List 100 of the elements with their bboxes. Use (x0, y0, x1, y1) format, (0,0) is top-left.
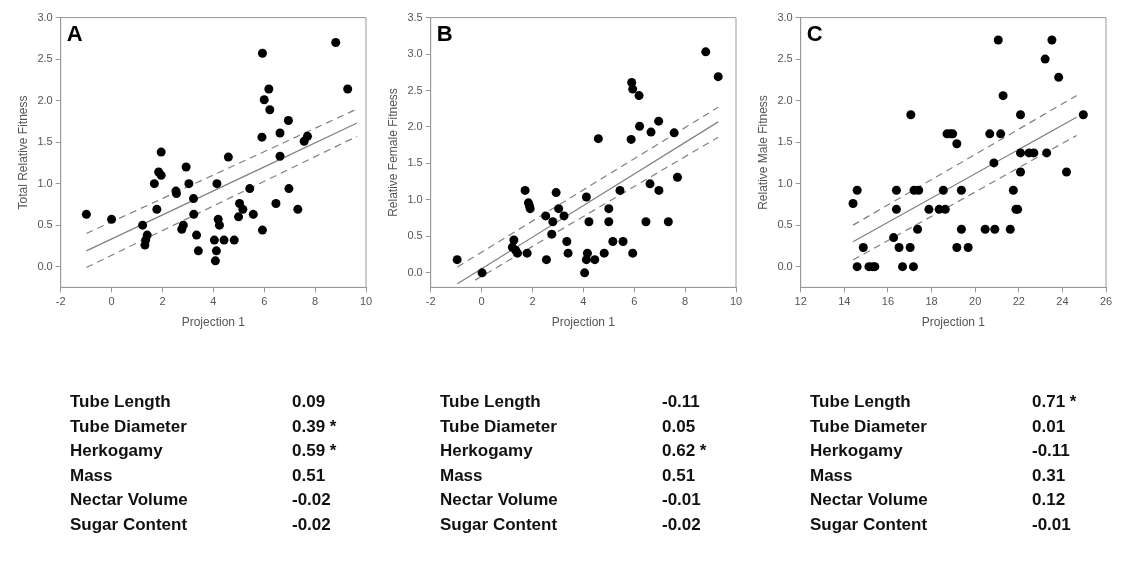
point (891, 185, 901, 195)
point (189, 209, 199, 219)
x-tick-label: 6 (631, 295, 638, 308)
point (990, 224, 1000, 234)
point (551, 188, 561, 198)
text: Mass 0.31 (810, 465, 1066, 485)
point (599, 248, 609, 258)
point (1016, 167, 1026, 177)
point (1040, 54, 1050, 64)
point (646, 127, 656, 137)
point (259, 95, 269, 105)
point (142, 230, 152, 240)
point (257, 132, 267, 142)
y-tick-label: 0.0 (37, 259, 53, 272)
point (214, 220, 224, 230)
point (265, 105, 275, 115)
point (889, 233, 899, 243)
point (654, 116, 664, 126)
point (1008, 185, 1018, 195)
x-tick-label: 4 (210, 295, 217, 308)
point (229, 235, 239, 245)
point (913, 224, 923, 234)
y-tick-label: 2.5 (37, 52, 53, 65)
text: Sugar Content -0.02 (70, 514, 331, 534)
point (283, 116, 293, 126)
x-tick-label: 8 (682, 295, 689, 308)
text: Tube Diameter 0.05 (440, 416, 696, 436)
point (81, 209, 91, 219)
point (1005, 224, 1015, 234)
point (212, 179, 222, 189)
point (908, 262, 918, 272)
x-tick-label: 20 (969, 295, 982, 308)
point (604, 217, 614, 227)
point (293, 204, 303, 214)
y-tick-label: 0.5 (37, 218, 53, 231)
y-tick-label: 3.0 (407, 47, 423, 60)
y-axis-title: Relative Male Fitness (755, 95, 770, 210)
point (634, 91, 644, 101)
point (547, 229, 557, 239)
x-tick-label: 18 (925, 295, 938, 308)
text: Herkogamy 0.59 * (70, 441, 337, 461)
point (223, 152, 233, 162)
text: Tube Length 0.09 (70, 392, 326, 412)
x-tick-label: -2 (55, 295, 66, 308)
text: Tube Diameter 0.01 (810, 416, 1066, 436)
point (906, 110, 916, 120)
point (562, 236, 572, 246)
point (107, 214, 117, 224)
y-tick-label: 0.0 (777, 259, 793, 272)
point (343, 84, 353, 94)
point (898, 262, 908, 272)
point (584, 217, 594, 227)
x-tick-label: 0 (108, 295, 115, 308)
point (264, 84, 274, 94)
text: Mass 0.51 (70, 465, 326, 485)
y-tick-label: 1.5 (37, 135, 53, 148)
text: Nectar Volume -0.01 (440, 490, 701, 510)
point (956, 185, 966, 195)
text: Tube Length -0.11 (440, 392, 700, 412)
y-tick-label: 1.0 (407, 192, 423, 205)
point (257, 225, 267, 235)
point (178, 220, 188, 230)
x-tick-label: 6 (261, 295, 268, 308)
text: Nectar Volume 0.12 (810, 490, 1066, 510)
point (628, 248, 638, 258)
point (593, 134, 603, 144)
y-axis-title: Relative Female Fitness (385, 88, 400, 217)
point (149, 179, 159, 189)
point (985, 129, 995, 139)
point (608, 236, 618, 246)
y-tick-label: 2.0 (407, 120, 423, 133)
point (628, 84, 638, 94)
x-tick-label: 10 (359, 295, 373, 308)
x-tick-label: 10 (729, 295, 743, 308)
text: Sugar Content -0.01 (810, 514, 1071, 534)
point (138, 220, 148, 230)
point (956, 224, 966, 234)
point (663, 217, 673, 227)
y-tick-label: 0.5 (407, 229, 423, 242)
y-tick-label: 0.5 (777, 218, 793, 231)
x-tick-label: 22 (1012, 295, 1025, 308)
point (618, 236, 628, 246)
point (271, 199, 281, 209)
point (1054, 72, 1064, 82)
y-tick-label: 2.5 (407, 83, 423, 96)
point (541, 255, 551, 265)
point (1078, 110, 1088, 120)
point (989, 158, 999, 168)
point (219, 235, 229, 245)
point (181, 162, 191, 172)
point (993, 35, 1003, 45)
text: Nectar Volume -0.02 (70, 490, 331, 510)
point (654, 185, 664, 195)
point (284, 184, 294, 194)
point (522, 248, 532, 258)
point (331, 38, 341, 48)
x-tick-label: 24 (1056, 295, 1069, 308)
y-tick-label: 3.0 (777, 10, 793, 23)
point (848, 199, 858, 209)
point (248, 209, 258, 219)
